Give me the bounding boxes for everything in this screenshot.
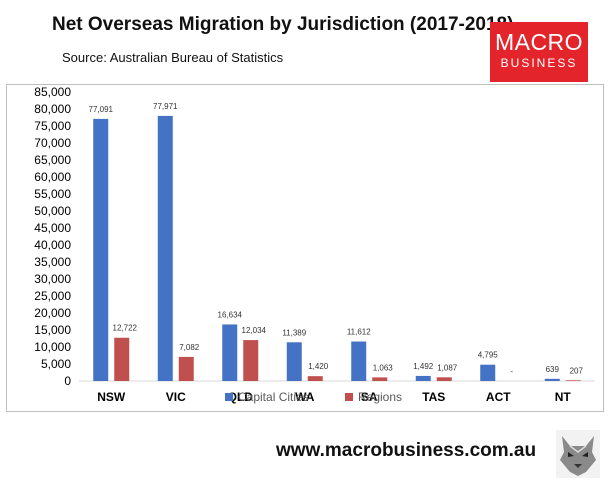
x-tick-label: ACT [486,390,511,404]
data-label-capital-cities: 11,612 [347,328,371,337]
y-tick-label: 35,000 [34,255,71,269]
y-tick-label: 30,000 [34,272,71,286]
y-tick-label: 70,000 [34,136,71,150]
y-tick-label: 65,000 [34,153,71,167]
x-tick-label: NT [555,390,572,404]
data-label-capital-cities: 77,091 [89,105,114,114]
y-tick-label: 80,000 [34,102,71,116]
bar-capital-cities [544,378,560,381]
bar-regions [565,380,581,381]
bar-regions [243,340,259,381]
wolf-logo-icon [556,430,600,478]
bar-capital-cities [480,364,496,381]
data-label-regions: - [510,367,513,376]
data-label-regions: 12,034 [242,326,267,335]
bar-regions [372,377,388,381]
bar-regions [114,337,130,381]
data-label-capital-cities: 77,971 [153,102,178,111]
x-tick-label: TAS [422,390,445,404]
data-label-capital-cities: 11,389 [282,328,306,337]
data-label-regions: 1,087 [437,363,458,372]
y-tick-label: 85,000 [34,85,71,99]
legend-swatch-capital-cities [225,393,233,401]
data-label-regions: 1,420 [308,362,329,371]
bar-capital-cities [351,341,367,381]
data-label-regions: 12,722 [113,324,138,333]
macrobusiness-logo: MACRO BUSINESS [490,22,588,82]
data-label-regions: 1,063 [373,363,394,372]
bar-chart: 0 5,000 10,000 15,000 20,000 25,000 30,000 35,0… [34,85,595,404]
legend-swatch-regions [345,393,353,401]
data-label-capital-cities: 1,492 [413,362,434,371]
x-tick-label: SA [361,390,378,404]
y-tick-label: 0 [64,374,71,388]
chart-title: Net Overseas Migration by Jurisdiction (… [52,14,514,35]
y-tick-label: 50,000 [34,204,71,218]
x-tick-label: QLD [228,390,254,404]
y-tick-label: 10,000 [34,340,71,354]
y-tick-label: 5,000 [41,357,71,371]
bar-regions [307,376,323,381]
x-tick-label: VIC [166,390,186,404]
bar-regions [436,377,452,381]
chart-frame: 0 5,000 10,000 15,000 20,000 25,000 30,000 35,0… [6,84,604,412]
x-tick-label: NSW [97,390,126,404]
bar-capital-cities [222,324,238,381]
data-label-capital-cities: 4,795 [478,351,499,360]
bar-capital-cities [93,118,109,381]
logo-line-2: BUSINESS [500,56,578,70]
y-tick-label: 20,000 [34,306,71,320]
y-tick-label: 15,000 [34,323,71,337]
y-tick-label: 45,000 [34,221,71,235]
x-tick-label: WA [295,390,315,404]
data-label-regions: 207 [570,366,584,375]
y-tick-label: 40,000 [34,238,71,252]
bar-regions [178,356,194,381]
bar-capital-cities [415,375,431,381]
bar-capital-cities [157,115,173,382]
chart-source: Source: Australian Bureau of Statistics [62,50,284,65]
y-tick-label: 60,000 [34,170,71,184]
bar-capital-cities [286,342,302,381]
data-label-regions: 7,082 [179,343,200,352]
y-tick-label: 75,000 [34,119,71,133]
data-label-capital-cities: 16,634 [218,310,243,319]
website-url: www.macrobusiness.com.au [276,440,537,461]
data-label-capital-cities: 639 [546,365,560,374]
legend-label-regions: Regions [358,390,402,404]
logo-line-1: MACRO [494,29,584,55]
y-tick-label: 55,000 [34,187,71,201]
legend-label-capital-cities: Capital Cities [238,390,309,404]
y-tick-label: 25,000 [34,289,71,303]
